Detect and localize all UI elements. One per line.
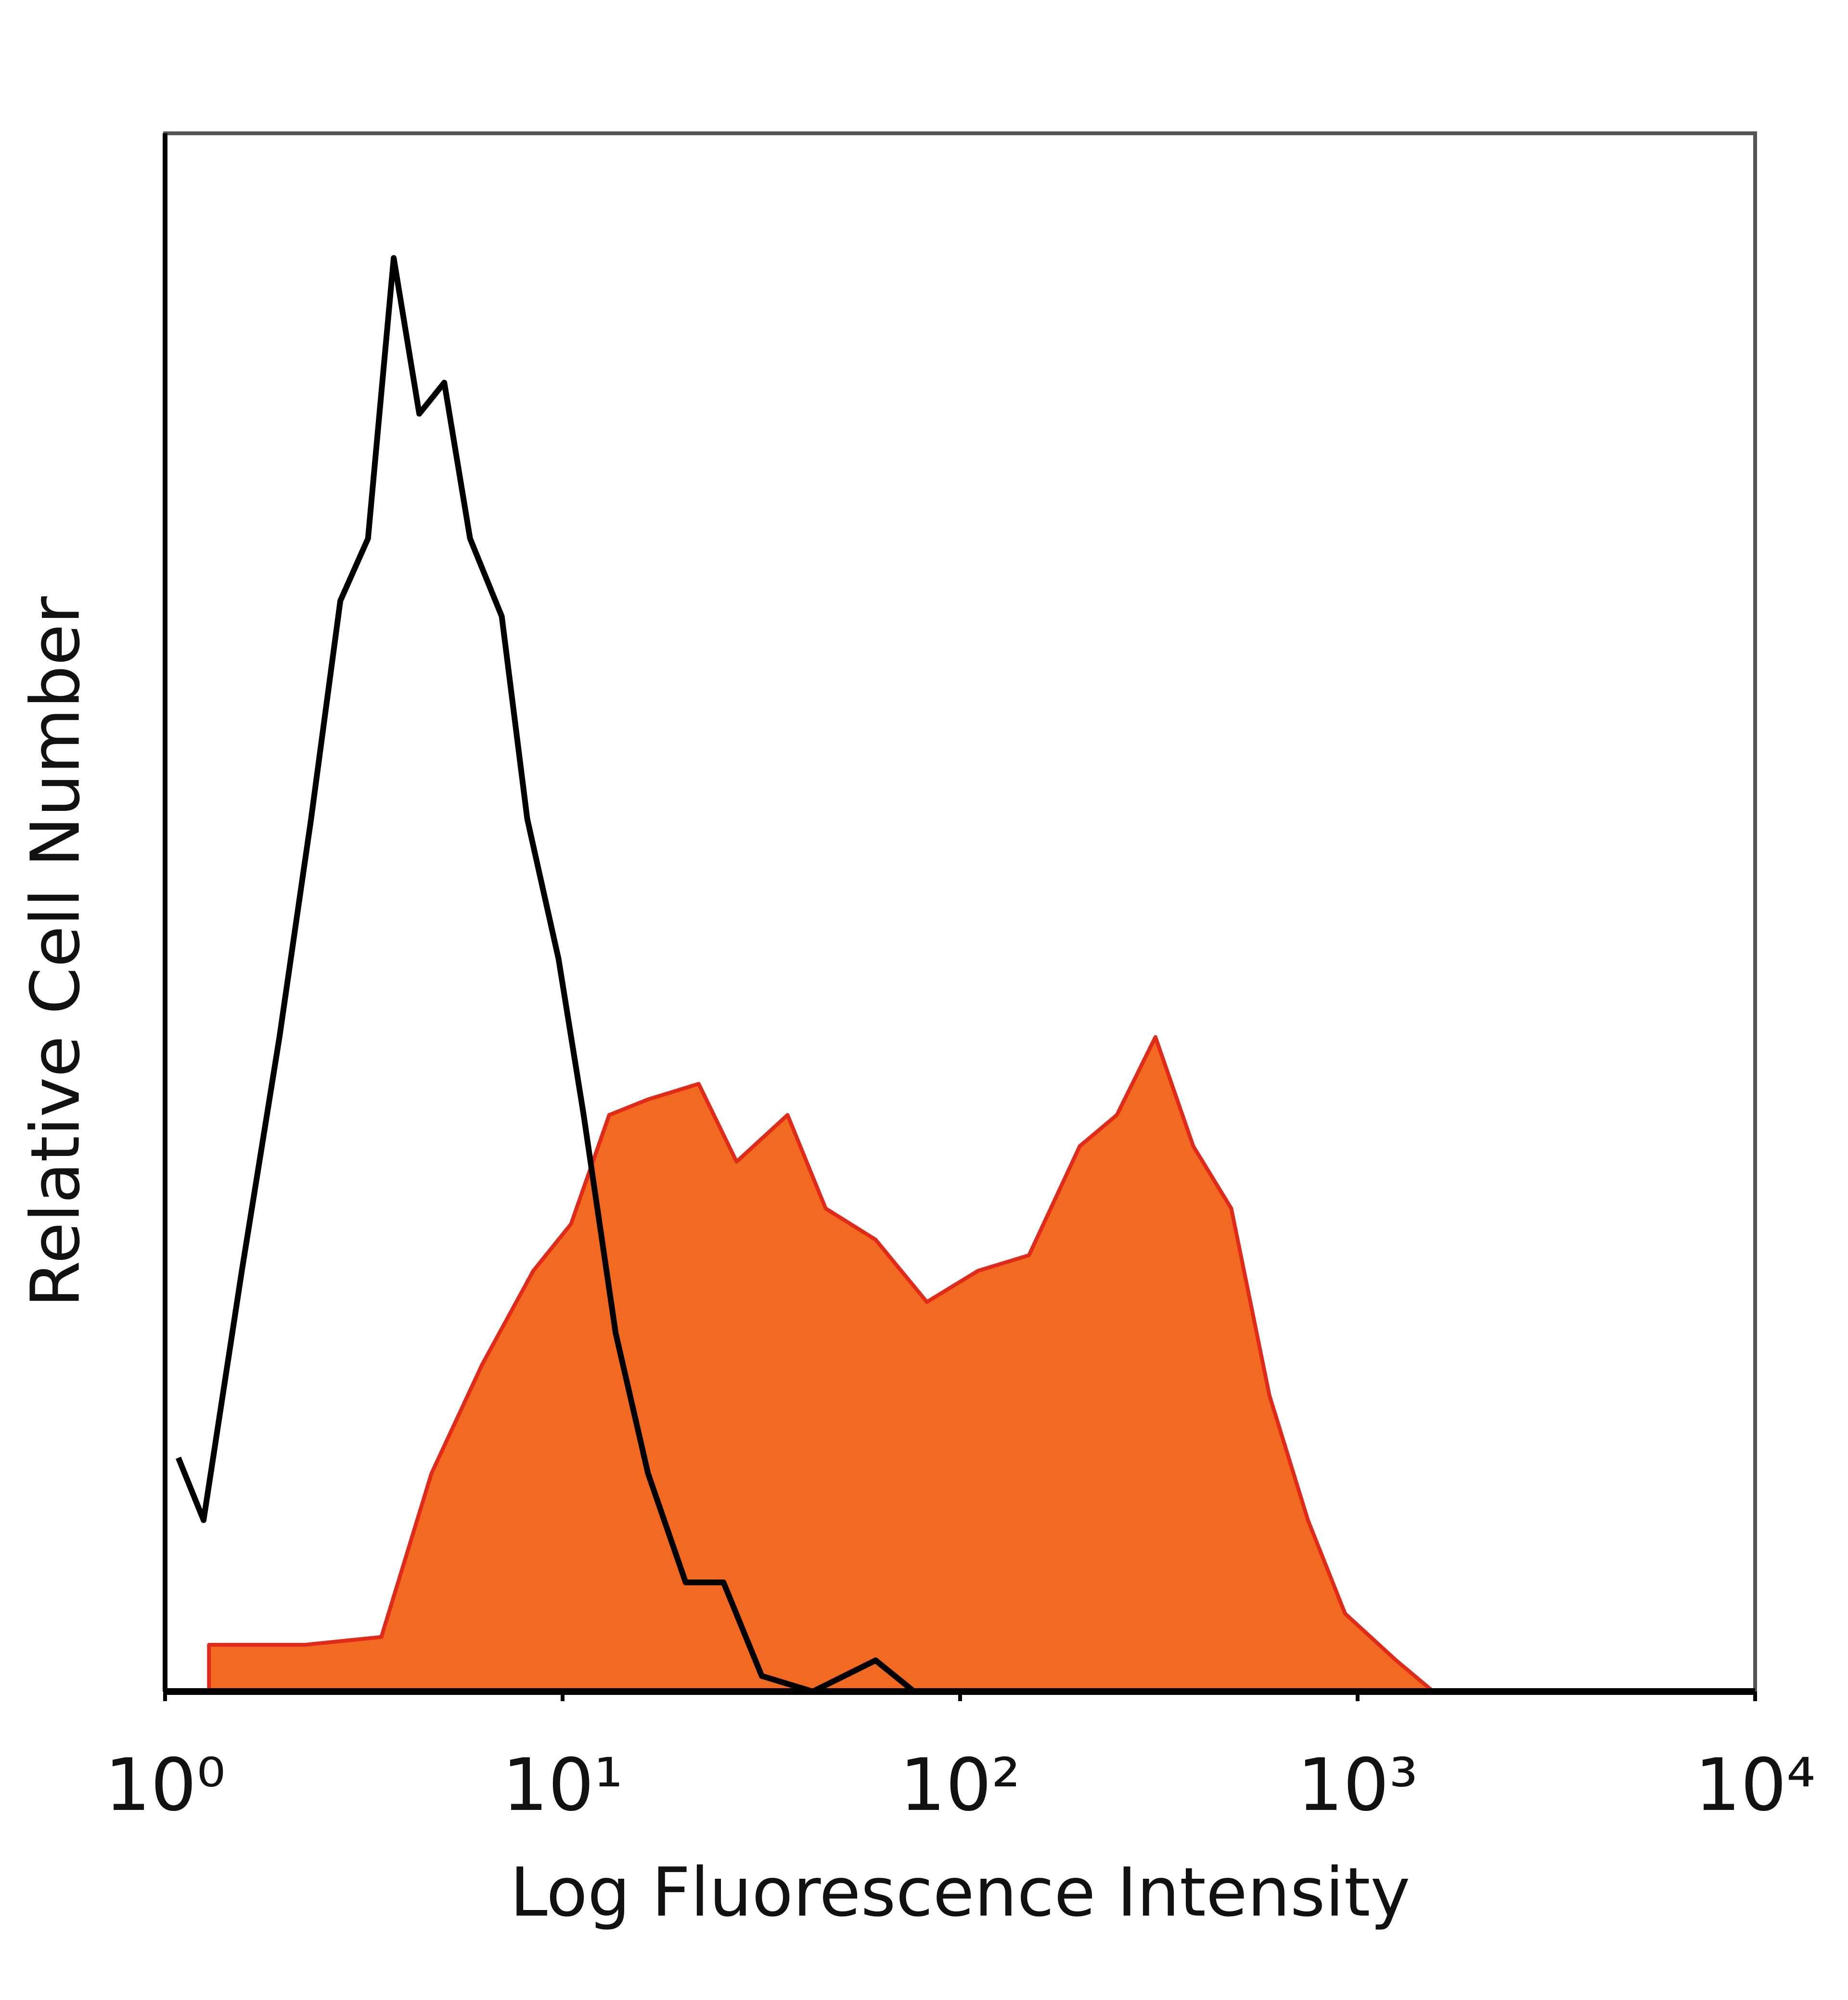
x-tick-label: 10⁰ [104,1744,225,1827]
x-tick-label: 10¹ [502,1744,623,1827]
x-axis-title: Log Fluorescence Intensity [510,1854,1411,1932]
histogram-line [176,255,916,1694]
x-tick-label: 10³ [1297,1744,1418,1827]
x-tick-label: 10⁴ [1694,1744,1815,1827]
y-axis-title: Relative Cell Number [17,596,95,1308]
x-tick-label: 10² [899,1744,1020,1827]
histogram-area [207,1035,1436,1693]
